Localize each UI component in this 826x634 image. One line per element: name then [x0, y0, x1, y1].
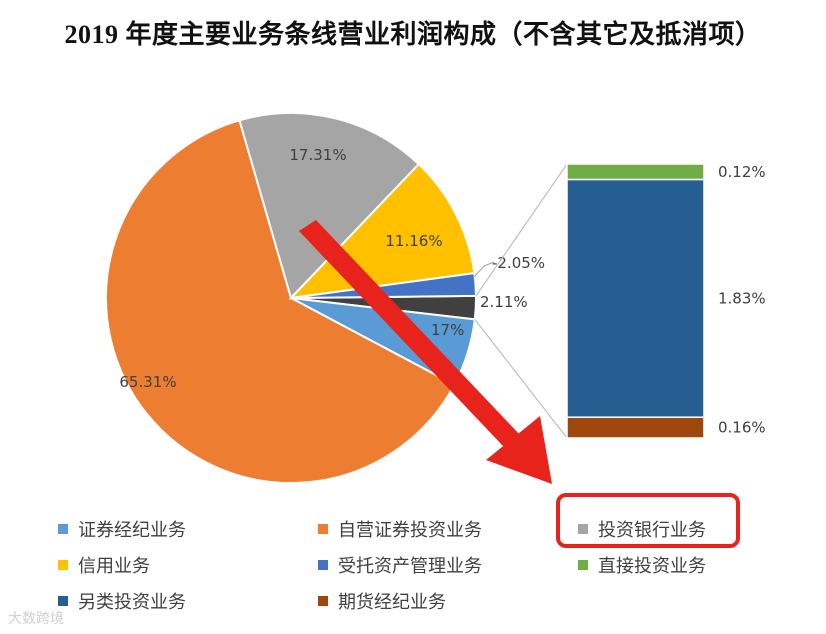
pie-slice-1	[105, 119, 456, 484]
pie-data-label: -2.05%	[492, 254, 545, 272]
pie-data-label: 17%	[431, 321, 464, 339]
pie-data-label: 17.31%	[289, 146, 346, 164]
bar-data-label: 0.12%	[718, 163, 766, 181]
pie-slice-2	[238, 112, 421, 300]
pie-data-label: 2.11%	[480, 293, 528, 311]
chart-title: 2019 年度主要业务条线营业利润构成（不含其它及抵消项）	[64, 20, 762, 49]
arrow-head	[486, 416, 552, 484]
bar-segment-6	[566, 178, 705, 418]
leader-line	[473, 261, 495, 278]
connector-line-top	[475, 163, 568, 297]
arrow-shaft	[299, 220, 520, 446]
pie-data-label: 65.31%	[119, 373, 176, 391]
bar-segment-7	[566, 416, 705, 439]
connector-line-bottom	[474, 319, 568, 439]
bar-data-label: 0.16%	[718, 419, 766, 437]
red-arrow-annotation	[299, 220, 552, 484]
pie-slice-4	[290, 271, 478, 299]
bar-segment-5	[566, 163, 705, 181]
highlight-box	[556, 493, 740, 548]
watermark: 大数跨境	[8, 611, 64, 627]
bar-data-label: 1.83%	[718, 289, 766, 307]
pie-data-label: 11.16%	[385, 232, 442, 250]
